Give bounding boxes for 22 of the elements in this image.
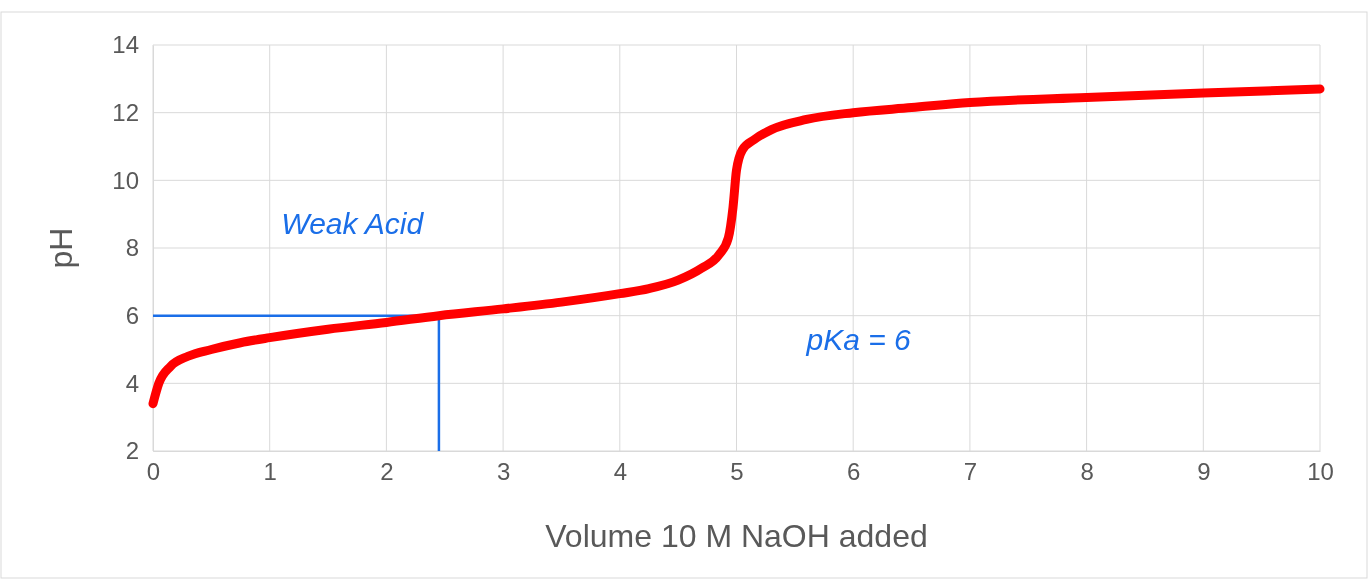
x-axis-title: Volume 10 M NaOH added xyxy=(545,518,928,554)
y-tick-label: 6 xyxy=(125,301,139,329)
annotation: Weak Acid xyxy=(281,207,425,241)
x-tick-label: 4 xyxy=(613,458,627,486)
x-tick-label: 6 xyxy=(847,458,861,486)
x-tick-label: 3 xyxy=(496,458,511,486)
y-tick-label: 8 xyxy=(125,234,139,262)
y-tick-label: 12 xyxy=(112,98,139,126)
x-tick-label: 0 xyxy=(146,458,161,486)
y-tick-label: 2 xyxy=(125,437,139,465)
y-tick-label: 14 xyxy=(112,31,139,59)
y-tick-label: 10 xyxy=(112,166,139,194)
y-axis-title: pH xyxy=(43,227,79,269)
x-tick-label: 7 xyxy=(963,458,978,486)
y-tick-label: 4 xyxy=(125,369,139,397)
x-tick-label: 5 xyxy=(730,458,744,486)
x-tick-label: 9 xyxy=(1197,458,1211,486)
x-tick-label: 1 xyxy=(263,458,277,486)
x-tick-label: 10 xyxy=(1307,458,1334,486)
x-tick-label: 8 xyxy=(1080,458,1094,486)
x-tick-label: 2 xyxy=(380,458,394,486)
annotation: pKa = 6 xyxy=(805,322,912,356)
